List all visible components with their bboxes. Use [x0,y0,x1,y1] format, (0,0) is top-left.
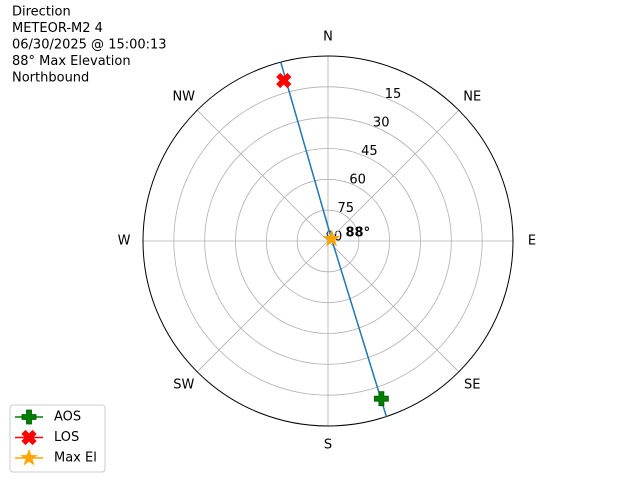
theta-tick-label: E [528,234,536,249]
grid: 153045607590NNEESESSWWNW [118,30,537,453]
theta-tick-label: W [118,234,131,249]
title-line: Northbound [12,71,89,86]
outer-frame [142,55,514,427]
marker [322,229,341,247]
theta-tick-label: SE [464,378,480,393]
plot: 88° [276,61,389,417]
r-tick-label: 60 [349,173,366,188]
title-line: 06/30/2025 @ 15:00:13 [12,38,167,53]
theta-tick-label: N [323,30,333,45]
marker [21,429,37,446]
marker [276,72,292,89]
title-line: METEOR-M2 4 [12,21,103,36]
theta-tick-label: NW [172,89,195,104]
marker [21,409,37,425]
legend-label: LOS [54,430,79,445]
legend-label: AOS [54,410,81,425]
legend: AOS LOS Max El [9,404,106,473]
grid-spoke [327,240,460,373]
title-line: Direction [12,5,71,20]
marker [373,391,389,407]
r-tick-label: 75 [338,201,355,216]
title-line: 88° Max Elevation [12,54,131,69]
r-tick-label: 15 [385,87,402,102]
marker [20,448,38,466]
annotation: 88° [346,225,371,240]
grid-spoke [327,109,460,242]
theta-tick-label: S [324,438,332,453]
r-tick-label: 30 [373,116,390,131]
grid-spoke [196,109,329,242]
legend-label: Max El [54,451,97,466]
theta-tick-label: NE [463,89,481,104]
grid-spoke [196,240,329,373]
r-tick-label: 45 [361,144,378,159]
theta-tick-label: SW [173,378,194,393]
